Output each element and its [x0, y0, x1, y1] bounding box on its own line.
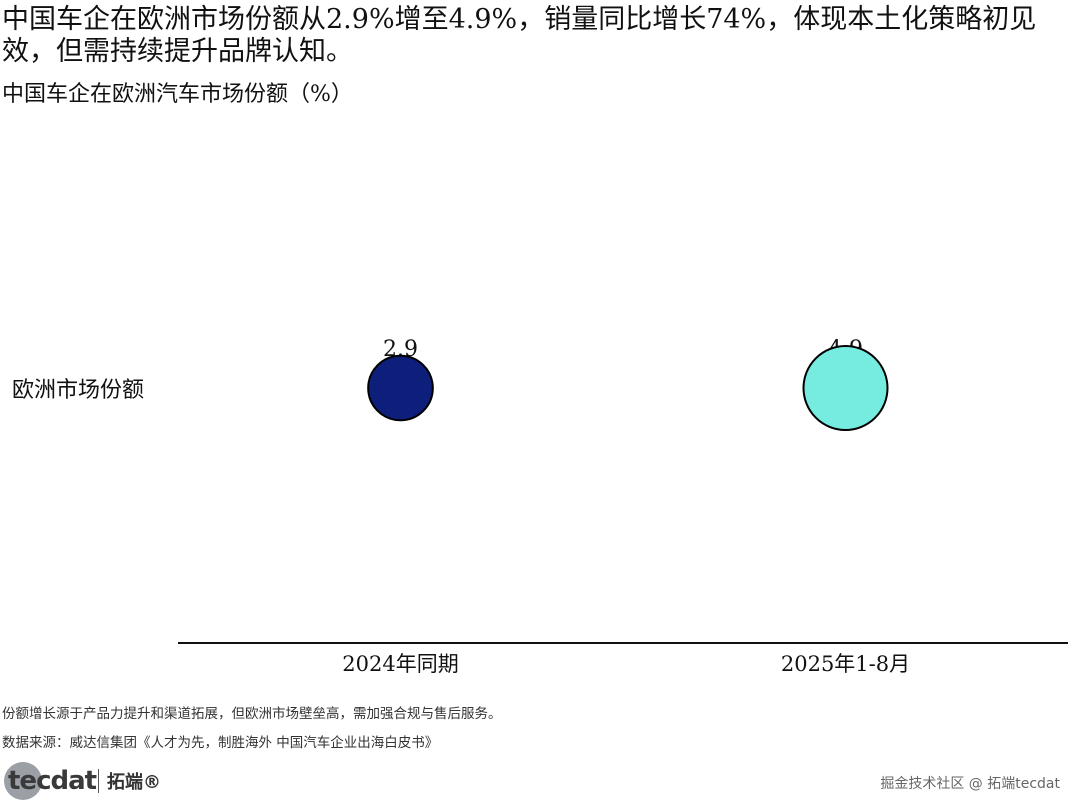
logo-text: tecdat — [8, 766, 97, 796]
brand-logo: tecdat 拓端® — [4, 762, 161, 800]
chart-subtitle: 中国车企在欧洲汽车市场份额（%） — [2, 82, 353, 107]
data-source: 数据来源：威达信集团《人才为先，制胜海外 中国汽车企业出海白皮书》 — [2, 735, 439, 751]
x-tick-label: 2025年1-8月 — [781, 652, 910, 676]
tecdat-logo-mark: tecdat — [4, 762, 97, 800]
chart-headline: 中国车企在欧洲市场份额从2.9%增至4.9%，销量同比增长74%，体现本土化策略… — [2, 4, 1037, 67]
x-tick-label: 2024年同期 — [342, 652, 458, 676]
bubble-point — [802, 345, 889, 431]
row-label: 欧洲市场份额 — [12, 378, 144, 403]
bubble-point — [367, 354, 434, 422]
brand-name: 拓端® — [107, 772, 161, 793]
footnote: 份额增长源于产品力提升和渠道拓展，但欧洲市场壁垒高，需加强合规与售后服务。 — [2, 706, 502, 722]
brand-divider — [98, 769, 99, 793]
watermark: 掘金技术社区 @ 拓端tecdat — [880, 776, 1060, 792]
